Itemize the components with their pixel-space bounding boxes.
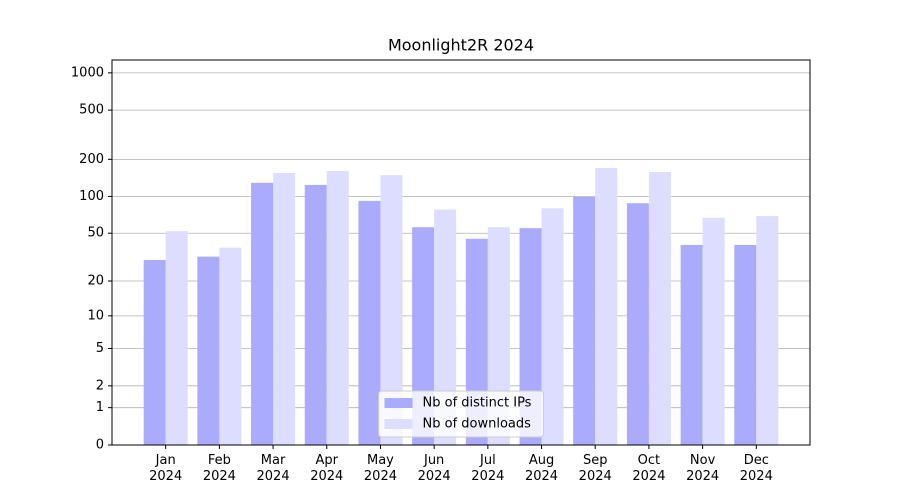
plot-frame <box>111 59 811 446</box>
x-tick-label: Dec 2024 <box>739 453 773 484</box>
chart-title: Moonlight2R 2024 <box>388 36 534 55</box>
x-tick-label: Aug 2024 <box>524 453 559 484</box>
legend-swatch <box>384 419 413 429</box>
y-tick-label: 2 <box>96 378 104 393</box>
y-tick-label: 1000 <box>71 65 104 80</box>
bar <box>143 260 166 445</box>
bar <box>251 182 274 445</box>
x-tick-label: May 2024 <box>363 453 397 484</box>
y-tick-label: 200 <box>79 152 104 167</box>
x-tick-label: Jan 2024 <box>149 453 183 484</box>
x-tick-label: Apr 2024 <box>310 453 344 484</box>
bar <box>573 196 596 445</box>
bar <box>595 168 618 446</box>
bar <box>219 247 242 445</box>
bar <box>702 217 725 445</box>
legend-swatch <box>384 398 413 408</box>
x-tick-label: Jun 2024 <box>417 453 451 484</box>
bar <box>734 244 757 445</box>
bar <box>197 256 220 445</box>
x-tick-label: Oct 2024 <box>632 453 666 484</box>
y-tick-label: 20 <box>87 274 104 289</box>
bar <box>680 244 703 445</box>
x-tick-label: Nov 2024 <box>686 453 720 484</box>
bar <box>326 170 349 445</box>
y-tick-label: 1 <box>96 400 104 415</box>
bar <box>626 203 649 445</box>
bar <box>434 209 457 445</box>
y-tick-label: 500 <box>79 103 104 118</box>
bar <box>756 216 779 445</box>
legend-label: Nb of downloads <box>423 417 532 432</box>
y-tick-label: 0 <box>96 438 104 453</box>
bar <box>541 208 564 445</box>
x-tick-label: Feb 2024 <box>202 453 236 484</box>
bar <box>304 184 327 445</box>
y-tick-label: 10 <box>87 308 104 323</box>
x-tick-label: Mar 2024 <box>256 453 290 484</box>
bar <box>273 172 296 445</box>
x-tick-label: Jul 2024 <box>471 453 505 484</box>
x-tick-label: Sep 2024 <box>578 453 612 484</box>
y-tick-label: 100 <box>79 189 104 204</box>
bar <box>380 175 403 445</box>
y-tick-label: 50 <box>87 226 104 241</box>
bar <box>648 171 671 445</box>
bar <box>165 231 188 445</box>
legend-box <box>378 390 544 438</box>
y-tick-label: 5 <box>96 341 104 356</box>
bar <box>358 200 381 445</box>
legend-label: Nb of distinct IPs <box>423 396 532 411</box>
